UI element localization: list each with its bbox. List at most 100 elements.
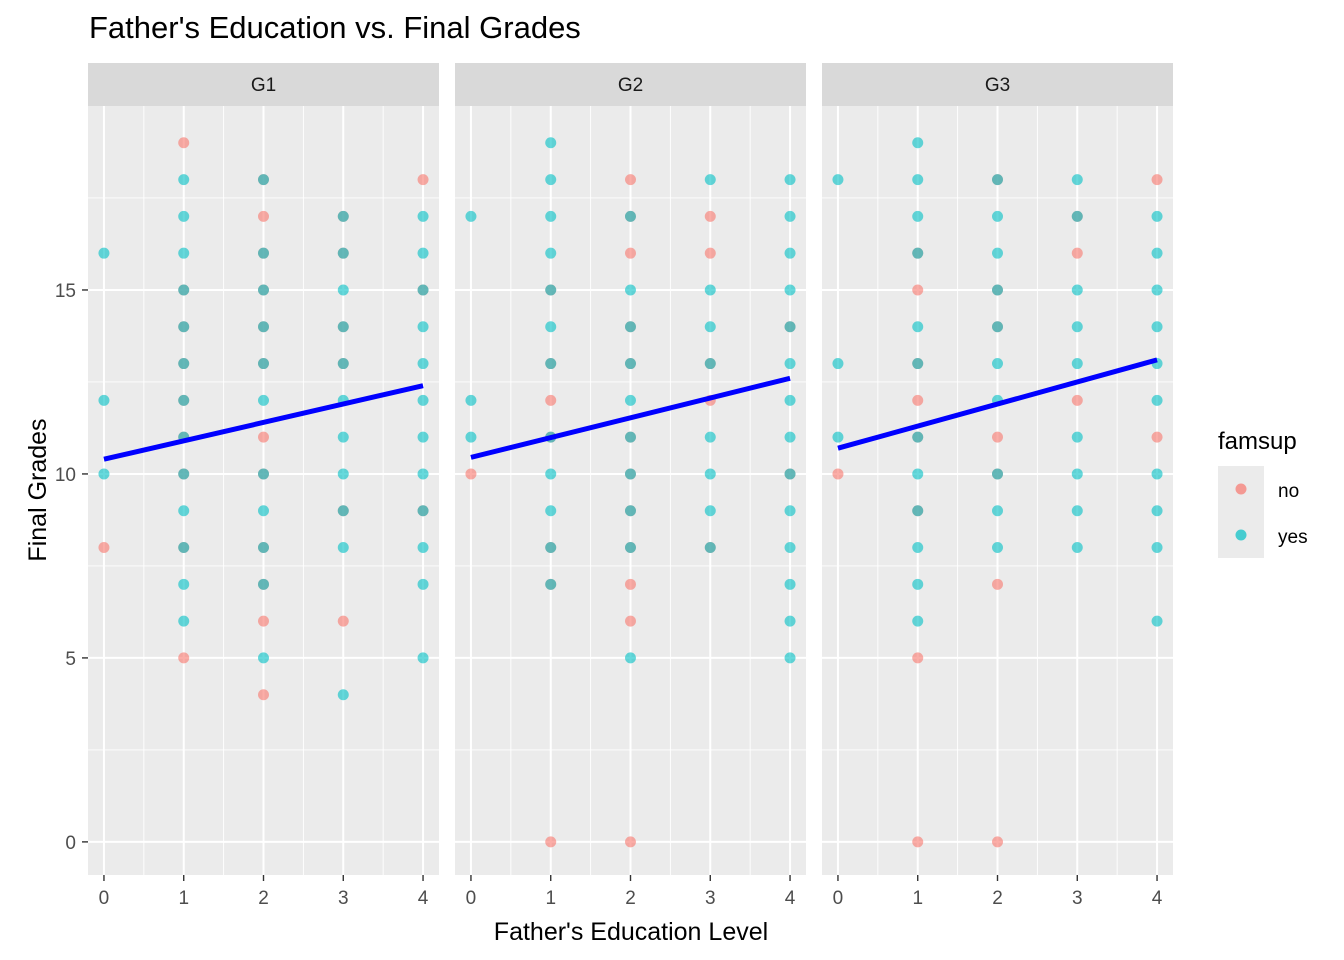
point-yes (784, 210, 796, 222)
point-yes (992, 174, 1003, 186)
point-yes (992, 542, 1003, 554)
point-yes (912, 247, 924, 259)
point-yes (417, 247, 429, 259)
point-yes (337, 505, 349, 517)
point-yes (337, 210, 349, 222)
facet-strip (455, 63, 806, 106)
point-no (1151, 431, 1163, 443)
panel-g2: G2 0 1 2 3 4 (455, 63, 806, 909)
point-yes (178, 394, 190, 406)
chart-title: Father's Education vs. Final Grades (89, 10, 581, 45)
point-yes (545, 505, 557, 517)
point-yes (625, 542, 636, 554)
point-yes (337, 321, 349, 333)
point-yes (912, 468, 924, 480)
x-tick-label: 3 (338, 888, 349, 909)
x-tick-label: 1 (545, 888, 556, 909)
point-yes (417, 284, 429, 296)
legend-label-yes: yes (1278, 527, 1308, 548)
point-yes (992, 358, 1003, 370)
point-no (1071, 394, 1083, 406)
point-yes (1151, 321, 1163, 333)
point-yes (784, 542, 796, 554)
point-yes (1151, 284, 1163, 296)
point-yes (545, 137, 557, 149)
trend-line (837, 357, 1158, 451)
point-no (912, 836, 924, 848)
point-yes (704, 542, 716, 554)
point-yes (832, 431, 844, 443)
point-yes (1071, 431, 1083, 443)
point-yes (337, 247, 349, 259)
point-yes (545, 542, 557, 554)
point-yes (1071, 210, 1083, 222)
point-yes (258, 321, 269, 333)
y-tick-label: 0 (65, 833, 76, 854)
point-yes (784, 615, 796, 627)
point-yes (912, 431, 924, 443)
point-yes (784, 652, 796, 664)
x-tick-label: 0 (99, 888, 110, 909)
point-yes (178, 247, 190, 259)
x-tick-label: 2 (992, 888, 1003, 909)
point-no (258, 431, 269, 443)
point-no (258, 210, 269, 222)
point-yes (545, 284, 557, 296)
point-no (178, 652, 190, 664)
y-axis-title: Final Grades (24, 418, 52, 561)
point-yes (704, 284, 716, 296)
point-no (992, 578, 1003, 590)
point-yes (337, 284, 349, 296)
point-yes (1151, 394, 1163, 406)
point-yes (1071, 358, 1083, 370)
point-yes (992, 468, 1003, 480)
y-tick-label: 15 (55, 281, 76, 302)
point-yes (992, 284, 1003, 296)
point-yes (258, 358, 269, 370)
point-yes (98, 247, 110, 259)
facet-strip-label: G2 (618, 75, 643, 96)
point-yes (784, 358, 796, 370)
point-yes (625, 284, 636, 296)
point-yes (625, 468, 636, 480)
panel-g1: G1 0 1 2 3 4 0 5 10 15 (55, 63, 439, 909)
x-tick-label: 2 (625, 888, 636, 909)
point-yes (832, 174, 844, 186)
point-yes (545, 468, 557, 480)
point-yes (417, 578, 429, 590)
point-yes (178, 468, 190, 480)
point-no (704, 247, 716, 259)
point-yes (625, 321, 636, 333)
point-yes (784, 431, 796, 443)
facet-strip-label: G1 (251, 75, 276, 96)
point-yes (545, 321, 557, 333)
point-yes (178, 615, 190, 627)
point-yes (417, 431, 429, 443)
point-yes (704, 431, 716, 443)
point-no (704, 210, 716, 222)
point-yes (545, 578, 557, 590)
point-yes (417, 468, 429, 480)
point-yes (258, 652, 269, 664)
point-yes (625, 210, 636, 222)
point-no (912, 652, 924, 664)
point-yes (1071, 505, 1083, 517)
point-yes (832, 358, 844, 370)
point-no (258, 689, 269, 701)
point-no (625, 836, 636, 848)
point-yes (1151, 505, 1163, 517)
point-yes (337, 689, 349, 701)
point-yes (417, 542, 429, 554)
point-yes (704, 174, 716, 186)
point-yes (417, 210, 429, 222)
facet-panels: G1 0 1 2 3 4 0 5 10 15 G2 0 1 2 3 4 G3 0 1 2 3 4 (55, 63, 1173, 909)
point-yes (417, 652, 429, 664)
point-yes (178, 174, 190, 186)
point-yes (625, 431, 636, 443)
point-yes (625, 358, 636, 370)
point-no (178, 137, 190, 149)
point-no (545, 394, 557, 406)
point-yes (704, 505, 716, 517)
point-yes (417, 321, 429, 333)
